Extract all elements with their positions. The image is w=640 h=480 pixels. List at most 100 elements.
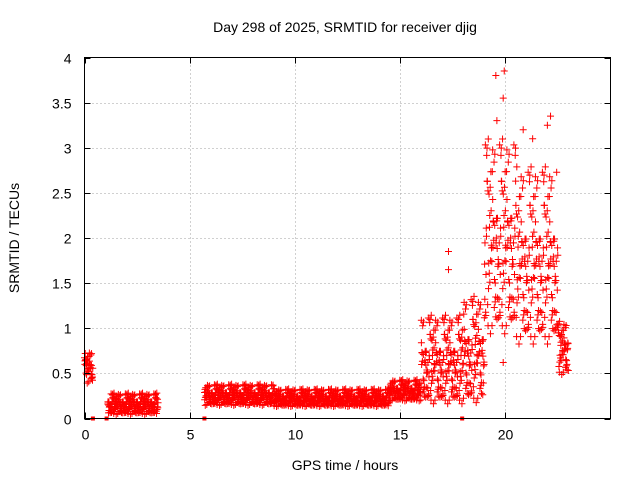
data-point — [526, 313, 534, 321]
data-point — [456, 396, 464, 404]
data-point — [496, 141, 504, 149]
data-point — [427, 311, 435, 319]
data-point — [489, 196, 497, 204]
data-point — [201, 401, 209, 409]
data-point — [305, 387, 313, 395]
data-point — [456, 311, 464, 319]
data-point — [443, 333, 451, 341]
y-tick-label: 2.5 — [52, 186, 72, 202]
data-point — [528, 285, 536, 293]
data-point — [472, 399, 480, 407]
data-point — [498, 177, 506, 185]
data-point — [529, 207, 537, 215]
data-point — [241, 385, 249, 393]
data-point — [512, 144, 520, 152]
data-point — [117, 391, 125, 399]
data-point — [486, 330, 494, 338]
data-point — [525, 178, 533, 186]
data-point — [263, 382, 271, 390]
data-point — [469, 316, 477, 324]
data-point — [515, 274, 523, 282]
data-point — [499, 94, 507, 102]
data-point — [230, 401, 238, 409]
data-point — [499, 285, 507, 293]
data-point — [492, 72, 500, 80]
data-point — [410, 387, 418, 395]
data-point — [476, 305, 484, 313]
data-point — [508, 294, 516, 302]
data-point — [509, 295, 517, 303]
data-point — [500, 278, 508, 286]
data-point — [87, 351, 95, 359]
data-point — [462, 301, 470, 309]
data-point — [273, 403, 281, 411]
data-point — [422, 347, 430, 355]
data-point — [533, 316, 541, 324]
data-point — [420, 377, 428, 385]
data-point — [552, 309, 560, 317]
data-point — [481, 260, 489, 268]
data-point — [121, 401, 129, 409]
data-point — [424, 358, 432, 366]
data-point — [529, 135, 537, 143]
data-point — [425, 392, 433, 400]
data-point — [505, 298, 513, 306]
data-point — [495, 260, 503, 268]
data-point — [422, 383, 430, 391]
data-point — [451, 347, 459, 355]
data-point — [89, 364, 97, 372]
data-point — [551, 235, 559, 243]
data-point — [404, 378, 412, 386]
data-point — [547, 238, 555, 246]
grid-layer — [84, 57, 611, 419]
data-point — [548, 311, 556, 319]
data-point — [504, 158, 512, 166]
data-point — [522, 327, 530, 335]
data-point — [525, 251, 533, 259]
data-point — [333, 387, 341, 395]
data-point — [531, 333, 539, 341]
data-point — [248, 382, 256, 390]
data-point — [484, 187, 492, 195]
y-tick-label: 3.5 — [52, 96, 72, 112]
data-point — [436, 393, 444, 401]
data-point — [508, 214, 516, 222]
data-point — [367, 394, 375, 402]
data-point — [253, 391, 261, 399]
data-point — [546, 261, 554, 269]
data-point — [523, 277, 531, 285]
data-point — [507, 244, 515, 252]
data-point — [513, 299, 521, 307]
data-point — [519, 241, 527, 249]
data-point — [224, 391, 232, 399]
data-point — [139, 389, 147, 397]
data-point — [494, 214, 502, 222]
data-point — [531, 274, 539, 282]
data-point — [462, 384, 470, 392]
data-point — [489, 146, 497, 154]
data-point — [463, 371, 471, 379]
data-point — [534, 311, 542, 319]
data-point — [552, 277, 560, 285]
data-point — [562, 322, 570, 330]
data-point — [559, 351, 567, 359]
data-point — [514, 293, 522, 301]
data-point — [276, 387, 284, 395]
data-point — [437, 383, 445, 391]
data-point — [557, 338, 565, 346]
data-point — [547, 184, 555, 192]
data-point — [444, 400, 452, 408]
data-point — [362, 386, 370, 394]
data-point — [405, 377, 413, 385]
data-point — [503, 243, 511, 251]
data-point — [460, 310, 468, 318]
data-point — [486, 211, 494, 219]
x-tick-label: 5 — [187, 427, 195, 443]
data-point — [145, 391, 153, 399]
data-point — [476, 369, 484, 377]
data-point — [469, 297, 477, 305]
data-point — [509, 239, 517, 247]
data-point — [554, 244, 562, 252]
data-point — [124, 389, 132, 397]
data-point — [417, 339, 425, 347]
